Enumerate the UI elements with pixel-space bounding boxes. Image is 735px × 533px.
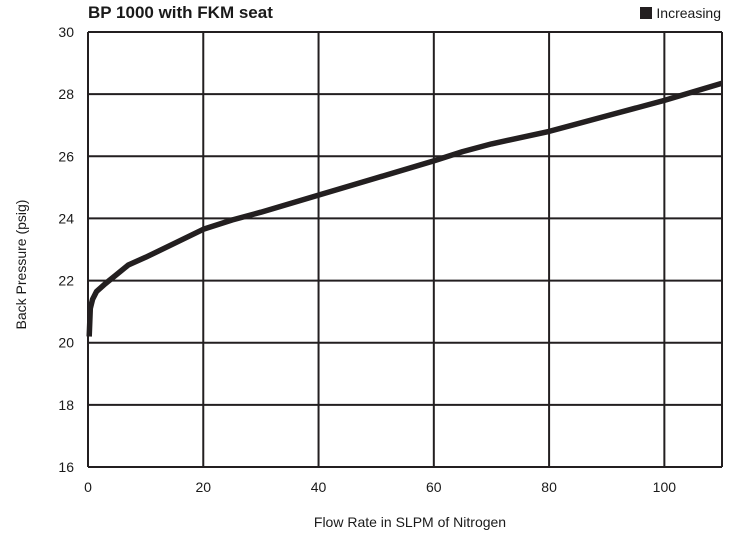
- x-tick-label-0: 0: [84, 479, 92, 495]
- x-tick-label-80: 80: [541, 479, 557, 495]
- y-tick-label-20: 20: [58, 335, 74, 351]
- grid-lines: [87, 31, 723, 468]
- y-tick-labels: 16 18 20 22 24 26 28 30: [58, 24, 74, 475]
- legend-label-increasing: Increasing: [656, 5, 721, 21]
- x-tick-label-40: 40: [311, 479, 327, 495]
- y-tick-label-18: 18: [58, 397, 74, 413]
- series-lines: [86, 80, 723, 337]
- y-axis-label: Back Pressure (psig): [13, 200, 29, 330]
- x-tick-label-20: 20: [195, 479, 211, 495]
- y-tick-label-26: 26: [58, 148, 74, 164]
- y-tick-label-28: 28: [58, 86, 74, 102]
- x-axis-label: Flow Rate in SLPM of Nitrogen: [314, 514, 506, 530]
- x-tick-labels: 0 20 40 60 80 100: [84, 479, 676, 495]
- y-tick-label-30: 30: [58, 24, 74, 40]
- chart-legend: Increasing: [640, 5, 721, 21]
- chart-title: BP 1000 with FKM seat: [88, 3, 273, 22]
- y-tick-label-22: 22: [58, 273, 74, 289]
- x-tick-label-60: 60: [426, 479, 442, 495]
- series-line-0: [86, 80, 723, 337]
- x-tick-label-100: 100: [653, 479, 677, 495]
- legend-swatch-increasing: [640, 7, 653, 19]
- y-tick-label-24: 24: [58, 210, 74, 226]
- y-tick-label-16: 16: [58, 459, 74, 475]
